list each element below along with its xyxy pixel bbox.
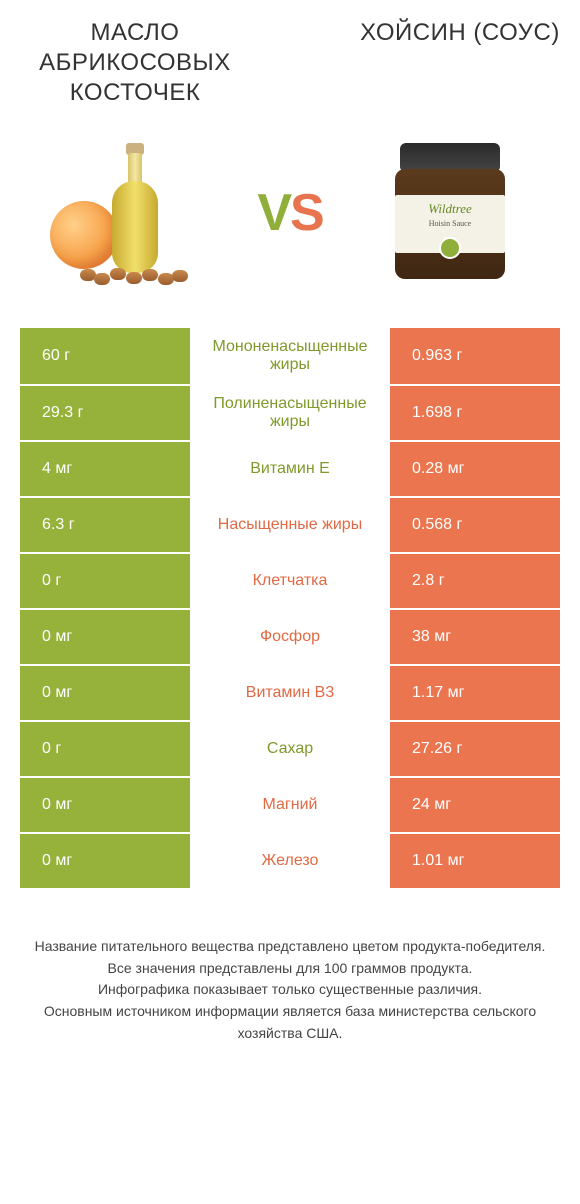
jar-sub: Hoisin Sauce (395, 219, 505, 228)
cell-nutrient-name: Фосфор (190, 610, 390, 664)
table-row: 60 гМононенасыщенные жиры0.963 г (20, 328, 560, 384)
cell-left-value: 6.3 г (20, 498, 190, 552)
cell-right-value: 1.01 мг (390, 834, 560, 888)
cell-nutrient-name: Клетчатка (190, 554, 390, 608)
cell-left-value: 0 мг (20, 778, 190, 832)
title-left: МАСЛО АБРИКОСОВЫХ КОСТОЧЕК (20, 18, 250, 108)
cell-nutrient-name: Насыщенные жиры (190, 498, 390, 552)
product-image-left (40, 123, 220, 303)
table-row: 6.3 гНасыщенные жиры0.568 г (20, 496, 560, 552)
header: МАСЛО АБРИКОСОВЫХ КОСТОЧЕК ХОЙСИН (СОУС) (0, 0, 580, 108)
vs-v: V (257, 184, 290, 242)
cell-left-value: 0 г (20, 554, 190, 608)
cell-left-value: 29.3 г (20, 386, 190, 440)
table-row: 0 мгЖелезо1.01 мг (20, 832, 560, 888)
table-row: 0 мгФосфор38 мг (20, 608, 560, 664)
cell-nutrient-name: Магний (190, 778, 390, 832)
vs-label: VS (257, 183, 322, 243)
images-row: VS Wildtree Hoisin Sauce (0, 108, 580, 328)
vs-s: S (290, 184, 323, 242)
apricot-oil-illustration (50, 133, 210, 293)
cell-right-value: 0.28 мг (390, 442, 560, 496)
table-row: 0 гКлетчатка2.8 г (20, 552, 560, 608)
cell-left-value: 0 мг (20, 610, 190, 664)
jar-brand: Wildtree (428, 201, 472, 216)
cell-nutrient-name: Витамин E (190, 442, 390, 496)
cell-right-value: 2.8 г (390, 554, 560, 608)
cell-right-value: 24 мг (390, 778, 560, 832)
cell-left-value: 4 мг (20, 442, 190, 496)
comparison-table: 60 гМононенасыщенные жиры0.963 г29.3 гПо… (20, 328, 560, 888)
footnote: Название питательного вещества представл… (30, 936, 550, 1044)
cell-right-value: 0.568 г (390, 498, 560, 552)
cell-left-value: 0 г (20, 722, 190, 776)
cell-left-value: 0 мг (20, 666, 190, 720)
cell-right-value: 1.17 мг (390, 666, 560, 720)
cell-right-value: 1.698 г (390, 386, 560, 440)
cell-nutrient-name: Полиненасыщенные жиры (190, 386, 390, 440)
cell-nutrient-name: Витамин B3 (190, 666, 390, 720)
cell-right-value: 0.963 г (390, 328, 560, 384)
title-right: ХОЙСИН (СОУС) (360, 18, 560, 48)
cell-left-value: 60 г (20, 328, 190, 384)
hoisin-jar-illustration: Wildtree Hoisin Sauce (375, 133, 525, 293)
table-row: 0 мгВитамин B31.17 мг (20, 664, 560, 720)
table-row: 0 гСахар27.26 г (20, 720, 560, 776)
cell-left-value: 0 мг (20, 834, 190, 888)
cell-right-value: 27.26 г (390, 722, 560, 776)
table-row: 29.3 гПолиненасыщенные жиры1.698 г (20, 384, 560, 440)
table-row: 0 мгМагний24 мг (20, 776, 560, 832)
product-image-right: Wildtree Hoisin Sauce (360, 123, 540, 303)
cell-nutrient-name: Мононенасыщенные жиры (190, 328, 390, 384)
cell-nutrient-name: Сахар (190, 722, 390, 776)
table-row: 4 мгВитамин E0.28 мг (20, 440, 560, 496)
cell-right-value: 38 мг (390, 610, 560, 664)
cell-nutrient-name: Железо (190, 834, 390, 888)
